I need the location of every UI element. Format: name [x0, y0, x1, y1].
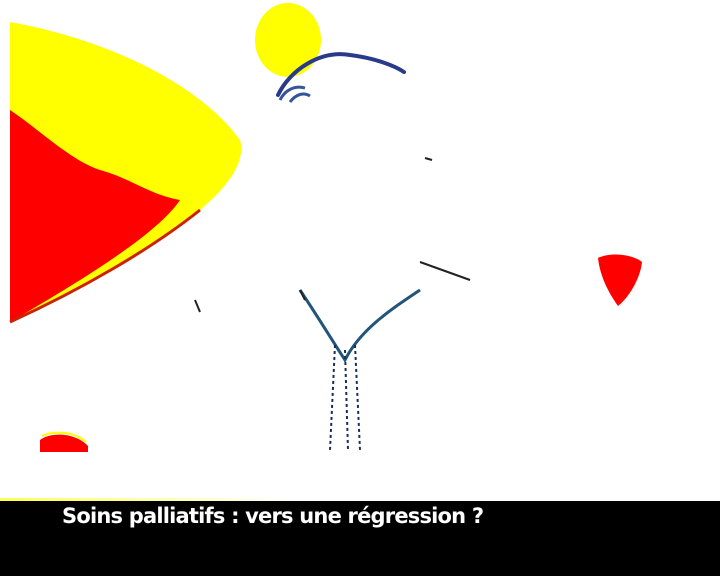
caption-headline: Soins palliatifs : vers une régression ?	[62, 504, 484, 528]
person-detail	[194, 157, 433, 313]
red-light-right	[598, 254, 642, 306]
lamp-shade-red	[10, 110, 180, 322]
caption-banner: Soins palliatifs : vers une régression ?	[0, 498, 720, 576]
red-light-bottom-left	[40, 434, 88, 452]
lamp-shade-edge	[9, 208, 201, 324]
person-hair	[276, 52, 406, 97]
caption-banner-edge	[0, 498, 720, 501]
person-tie	[329, 344, 361, 451]
red-light-bottom-left-glow	[41, 431, 87, 443]
yellow-light-top	[255, 3, 321, 77]
person-collar	[298, 288, 421, 363]
person-shoulder	[419, 261, 471, 281]
person-hair-detail	[278, 85, 311, 103]
scene-image	[9, 3, 642, 452]
